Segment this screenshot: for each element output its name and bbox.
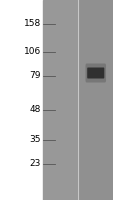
Bar — [43, 0, 77, 200]
Text: 106: 106 — [24, 47, 41, 56]
Text: 48: 48 — [29, 106, 41, 114]
Text: 158: 158 — [24, 20, 41, 28]
Text: 23: 23 — [29, 160, 41, 168]
Text: 35: 35 — [29, 136, 41, 144]
Bar — [77, 0, 113, 200]
Text: 79: 79 — [29, 72, 41, 80]
FancyBboxPatch shape — [86, 67, 103, 78]
FancyBboxPatch shape — [85, 64, 105, 82]
